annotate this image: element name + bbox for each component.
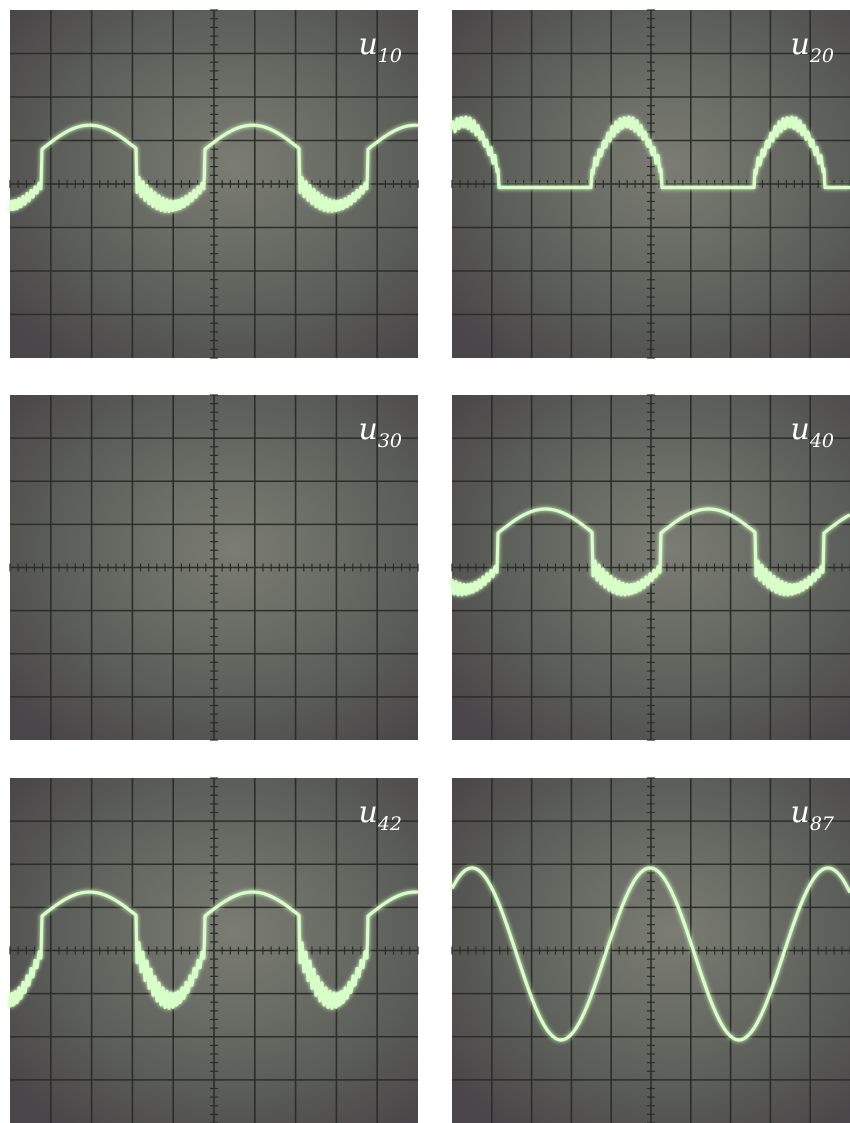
scope-panel: u87 (452, 778, 850, 1123)
label-subscript: 10 (378, 45, 402, 67)
label-subscript: 30 (378, 430, 402, 452)
label-subscript: 42 (377, 813, 402, 835)
scope-panel: u30 (10, 395, 418, 740)
label-subscript: 40 (809, 430, 834, 452)
scope-panel: u42 (10, 778, 418, 1123)
label-symbol: u (358, 795, 377, 830)
figure: u10u20u30u40u42u87 (0, 0, 850, 1123)
label-symbol: u (790, 412, 809, 447)
scope-panel: u20 (452, 10, 850, 358)
label-subscript: 87 (810, 813, 835, 835)
label-symbol: u (790, 27, 809, 62)
page: u10u20u30u40u42u87 (() => { const data =… (0, 0, 850, 1123)
scope-panel: u10 (10, 10, 418, 358)
label-subscript: 20 (809, 45, 834, 67)
scope-panel: u40 (452, 395, 850, 740)
label-symbol: u (358, 27, 377, 62)
label-symbol: u (358, 412, 377, 447)
label-symbol: u (790, 795, 809, 830)
